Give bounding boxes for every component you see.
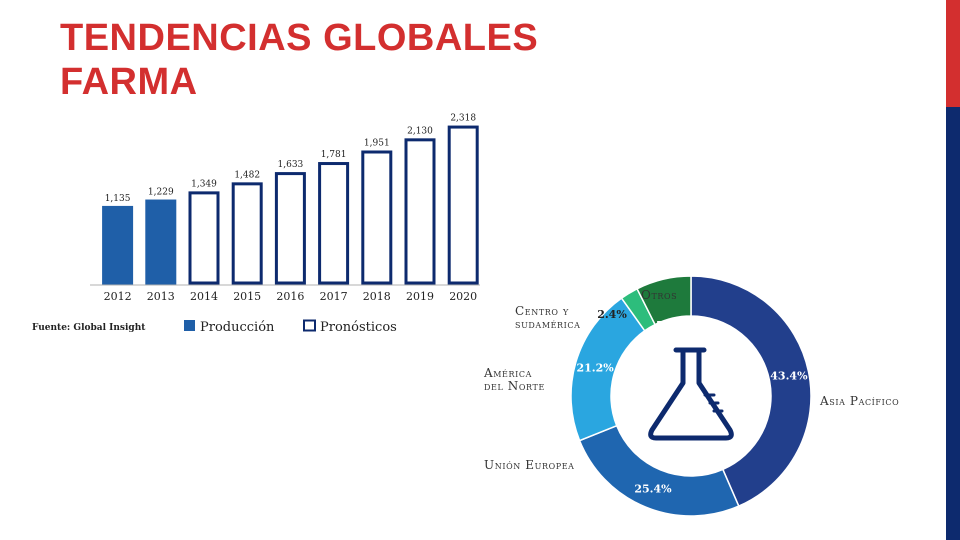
bar	[404, 138, 436, 285]
page-title-line-2: FARMA	[60, 61, 198, 103]
legend-label-pronosticos: Pronósticos	[320, 320, 397, 335]
bar	[447, 125, 479, 285]
page-title-line-1: TENDENCIAS GLOBALES	[60, 17, 539, 59]
data-label: 1,229	[148, 188, 174, 198]
accent-bar-navy	[946, 107, 960, 540]
bar	[145, 199, 177, 285]
data-label: 1,135	[105, 194, 131, 204]
donut-slice	[690, 275, 812, 508]
page-title: TENDENCIAS GLOBALES FARMA	[60, 16, 538, 104]
slice-value-label: 25.4%	[634, 482, 672, 495]
slice-category-label: Centro y sudamérica	[515, 304, 581, 331]
x-tick-label: 2020	[449, 290, 477, 303]
x-tick-label: 2017	[320, 290, 348, 303]
bar	[102, 205, 134, 285]
x-tick-label: 2019	[406, 290, 434, 303]
x-tick-label: 2014	[190, 290, 218, 303]
bar	[361, 150, 393, 285]
legend-label-produccion: Producción	[200, 320, 275, 335]
x-tick-label: 2015	[233, 290, 261, 303]
slice-value-label: 2.4%	[597, 308, 627, 321]
slice-value-label: 21.2%	[576, 362, 614, 375]
data-label: 1,633	[278, 160, 304, 170]
data-label: 2,318	[450, 114, 476, 124]
bar	[188, 191, 220, 285]
legend-swatch-produccion	[184, 320, 195, 331]
bar	[318, 162, 350, 285]
slice-category-label: América del Norte	[483, 366, 545, 393]
data-label: 1,482	[234, 170, 260, 180]
x-tick-label: 2016	[276, 290, 304, 303]
slice-category-label: Otros	[641, 288, 677, 302]
slice-category-label: Asia Pacífico	[819, 394, 899, 408]
slice-category-label: Unión Europea	[484, 458, 575, 472]
legend-swatch-pronosticos	[303, 319, 316, 332]
slice-value-label: 7.4%	[656, 319, 686, 332]
data-label: 2,130	[407, 126, 433, 136]
data-label: 1,951	[364, 138, 390, 148]
flask-icon	[648, 347, 734, 441]
accent-bar-red	[946, 0, 960, 107]
donut-slice	[636, 275, 692, 326]
bar	[274, 172, 306, 285]
data-label: 1,781	[321, 150, 347, 160]
x-tick-label: 2018	[363, 290, 391, 303]
x-tick-label: 2013	[147, 290, 175, 303]
bar	[231, 182, 263, 285]
source-label: Fuente: Global Insight	[32, 323, 146, 333]
slice-value-label: 43.4%	[770, 370, 808, 383]
x-tick-label: 2012	[104, 290, 132, 303]
data-label: 1,349	[191, 179, 217, 189]
